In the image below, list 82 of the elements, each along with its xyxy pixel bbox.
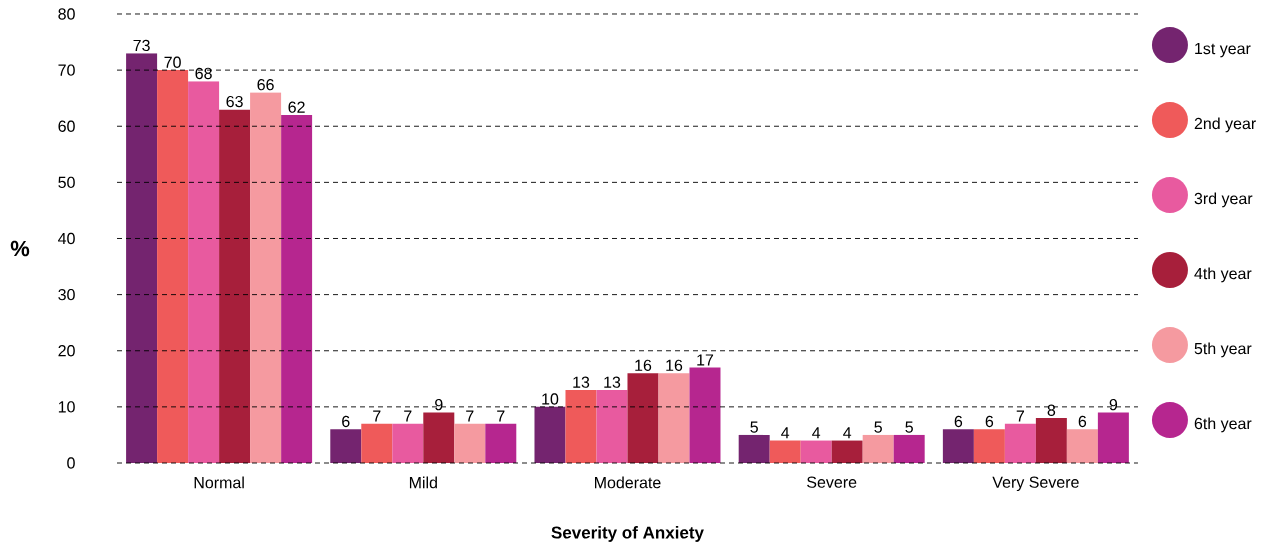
bar: [361, 423, 393, 463]
bar: [565, 390, 597, 463]
data-label: 5: [874, 421, 882, 433]
data-label: 10: [542, 393, 559, 405]
data-label: 4: [812, 427, 821, 439]
x-tick-label: Severe: [807, 476, 857, 488]
data-label: 4: [781, 427, 790, 439]
legend-label: 6th year: [1194, 417, 1252, 433]
data-label: 13: [604, 376, 621, 388]
bar: [738, 434, 770, 463]
bar: [596, 390, 628, 463]
bar: [1097, 412, 1129, 463]
data-label: 4: [843, 427, 852, 439]
bar: [658, 373, 690, 463]
data-label: 5: [750, 421, 758, 433]
legend-label: 3rd year: [1194, 192, 1253, 208]
data-label: 68: [195, 67, 212, 80]
bar: [157, 70, 189, 463]
y-tick-label: 80: [58, 8, 75, 20]
y-tick-label: 20: [58, 345, 75, 357]
x-tick-label: Very Severe: [992, 476, 1079, 492]
data-label: 8: [1047, 404, 1056, 416]
bar: [627, 373, 659, 463]
y-tick-label: 10: [58, 401, 75, 413]
y-axis-title: %: [10, 240, 30, 257]
x-tick-label: Moderate: [595, 476, 661, 489]
y-tick-label: 0: [67, 457, 75, 469]
data-label: 6: [954, 415, 963, 428]
bar: [1004, 423, 1036, 463]
data-label: 6: [985, 415, 994, 428]
data-label: 7: [497, 410, 505, 422]
y-tick-label: 40: [58, 232, 75, 245]
data-label: 6: [342, 415, 350, 428]
bar: [219, 109, 251, 463]
bar: [942, 429, 974, 463]
y-tick-label: 60: [58, 120, 75, 132]
bar: [862, 434, 894, 463]
y-tick-label: 30: [58, 288, 75, 301]
bar: [392, 423, 424, 463]
bar: [893, 434, 925, 463]
data-label: 7: [1016, 410, 1025, 422]
x-tick-label: Mild: [409, 476, 437, 489]
data-label: 7: [373, 410, 381, 422]
data-label: 73: [133, 39, 150, 52]
data-label: 17: [697, 354, 714, 366]
legend-label: 2nd year: [1194, 117, 1256, 133]
bar: [281, 115, 313, 463]
bar: [126, 53, 158, 463]
bar: [689, 367, 721, 463]
data-label: 7: [404, 410, 412, 422]
data-label: 70: [164, 56, 181, 68]
legend-label: 1st year: [1195, 43, 1251, 58]
data-label: 9: [1109, 398, 1118, 411]
data-label: 13: [573, 376, 590, 388]
data-label: 62: [288, 101, 305, 113]
bar: [769, 440, 801, 463]
bar: [1035, 418, 1067, 463]
legend-label: 4th year: [1194, 267, 1252, 283]
data-label: 16: [635, 359, 652, 371]
data-label: 6: [1078, 415, 1087, 428]
bar: [831, 440, 863, 463]
bar: [330, 429, 362, 463]
legend-label: 5th year: [1194, 342, 1252, 358]
data-label: 7: [466, 410, 474, 422]
y-tick-label: 50: [58, 176, 75, 189]
y-tick-label: 70: [58, 64, 75, 76]
bar: [423, 412, 455, 463]
data-label: 63: [226, 95, 243, 108]
bar: [250, 92, 282, 463]
data-label: 5: [905, 421, 913, 433]
data-label: 66: [257, 79, 274, 91]
x-axis-title: Severity of Anxiety: [551, 526, 704, 542]
bar: [973, 429, 1005, 463]
bar: [485, 423, 517, 463]
bar: [188, 81, 220, 463]
x-tick-label: Normal: [194, 476, 244, 489]
data-label: 16: [666, 359, 683, 371]
bar: [534, 406, 566, 463]
bar: [800, 440, 832, 463]
bar: [454, 423, 486, 463]
data-label: 9: [435, 398, 443, 411]
bar: [1066, 429, 1098, 463]
